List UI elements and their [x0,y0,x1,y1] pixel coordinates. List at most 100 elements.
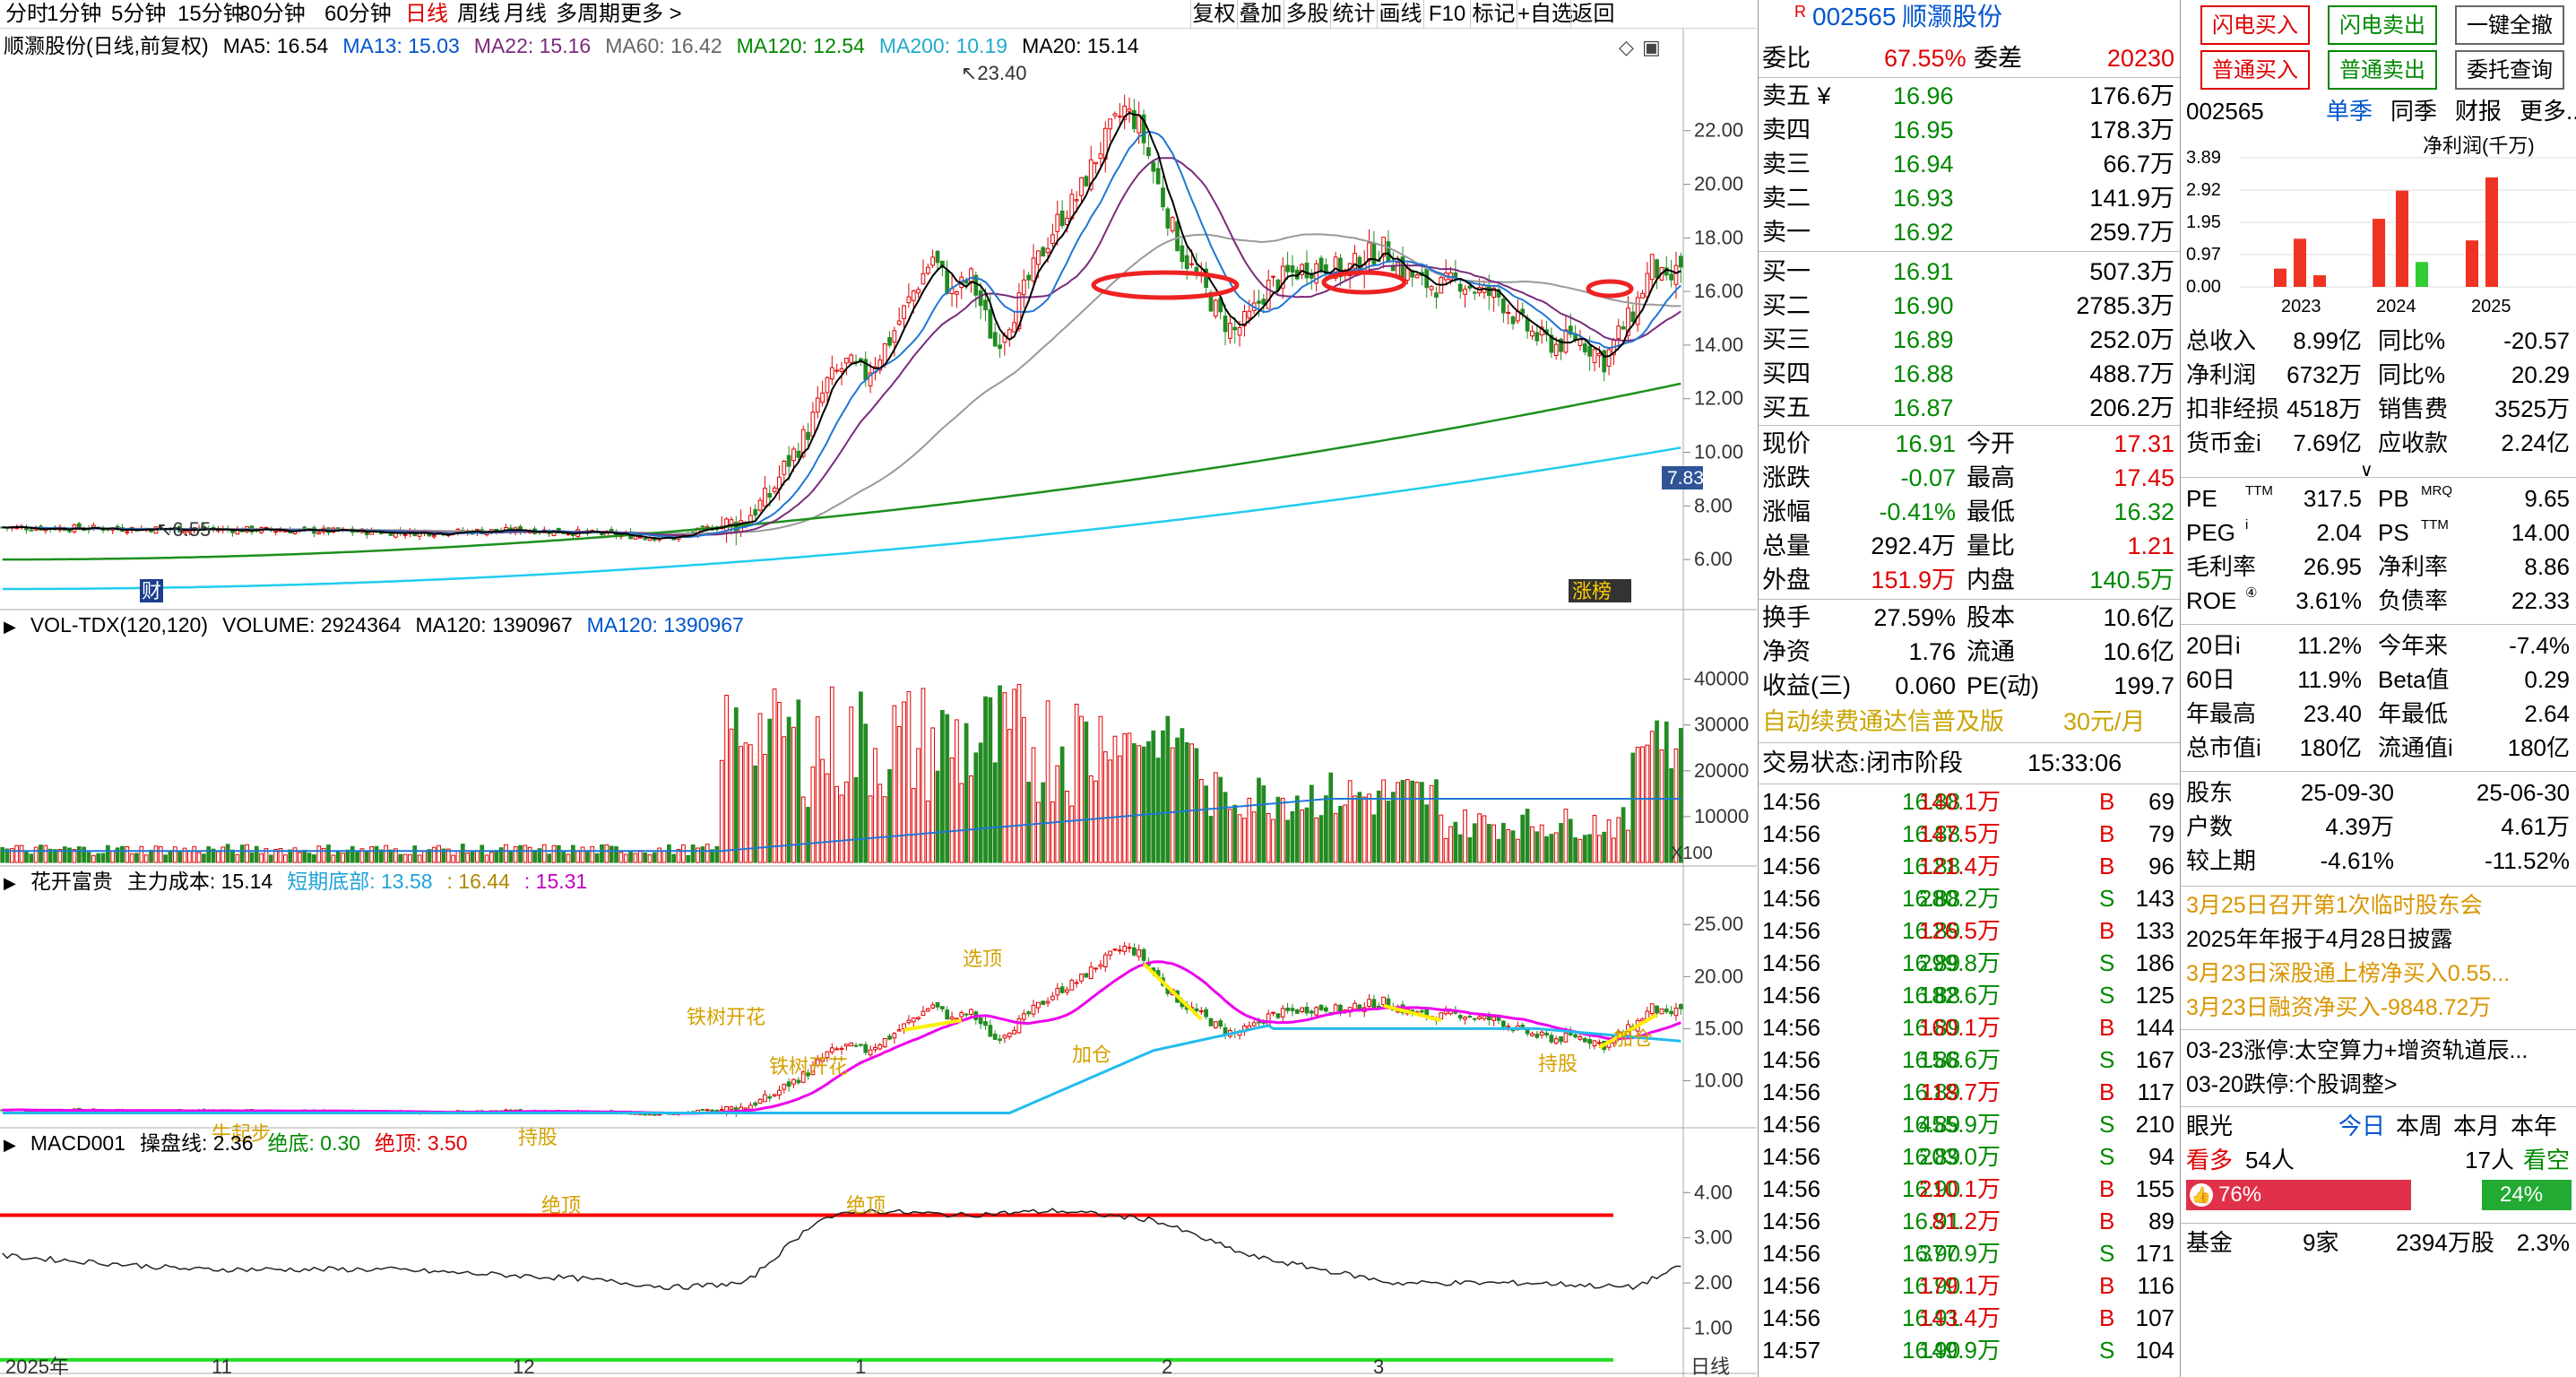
period-3[interactable]: 15分钟 [177,2,245,26]
tick-row: 14:56 16.88 156.6万 S 167 [1762,1046,2174,1073]
tool-button-4[interactable]: 画线 [1377,0,1423,28]
ind-body [825,1051,830,1059]
eye-tab-0[interactable]: 今日 [2338,1113,2386,1139]
period-5[interactable]: 60分钟 [324,2,392,26]
trade-button-5[interactable]: 委托查询 [2455,50,2564,90]
news-link[interactable]: 2025年年报于4月28日披露 [2186,927,2453,952]
indicator-title: ▶ 花开富贵 主力成本: 15.14 短期底部: 13.58: 16.44: 15.3… [4,870,588,893]
ind-body [1463,1017,1467,1020]
news-link[interactable]: 3月25日召开第1次临时股东会 [2186,893,2483,918]
eye-tab-2[interactable]: 本月 [2453,1113,2501,1139]
candle-body [431,534,437,538]
ma200-line [2,446,1681,591]
candle-body [182,531,187,533]
volume-bar [566,853,571,863]
volume-unit: X100 [1671,844,1713,863]
tick-row: 14:56 16.89 160.1万 B 144 [1762,1014,2174,1041]
volume-bar [1161,730,1165,863]
fin-tab-2[interactable]: 财报 [2455,98,2503,125]
news-link[interactable]: 3月23日深股通上榜净买入0.55... [2186,961,2511,986]
eye-tab-3[interactable]: 本年 [2511,1113,2558,1139]
news-link[interactable]: 03-23涨停:太空算力+增资轨道辰... [2186,1038,2528,1063]
candle-body [1534,332,1540,342]
tool-button-0[interactable]: 复权 [1190,0,1237,28]
volume-bar [115,847,120,863]
trade-button-4[interactable]: 普通卖出 [2328,50,2437,90]
tool-button-8[interactable]: 返回 [1570,0,1615,28]
chevron-down-icon[interactable]: ∨ [2360,461,2373,481]
volume-bar [1218,776,1223,863]
volume-bar [739,746,744,863]
fin-tab-3[interactable]: 更多.. [2520,98,2576,125]
period-7[interactable]: 周线 [457,2,500,26]
cai-label: 财 [142,580,161,602]
ind-body [753,1102,758,1106]
ind-body [853,1044,859,1047]
volume-bar [1204,785,1209,863]
volume-bar [547,853,551,863]
period-4[interactable]: 30分钟 [238,2,306,26]
candle-body [1367,242,1371,262]
fin-ratio-row: ROE ④ 3.61% 负债率 22.33 [2186,585,2570,614]
tick-row: 14:56 16.88 121.4万 B 96 [1762,853,2174,879]
indicator-axis-tick: 10.00 [1694,1070,1743,1092]
indicator-axis-tick: 20.00 [1694,965,1743,987]
trade-button-1[interactable]: 闪电卖出 [2328,5,2437,45]
volume-bar [321,847,326,863]
ind-body [1055,987,1060,996]
ind-body [873,1046,877,1051]
period-8[interactable]: 月线 [504,2,547,26]
promo-link[interactable]: 自动续费通达信普及版 30元/月 [1762,708,2146,735]
period-9[interactable]: 多周期 [556,2,620,26]
volume-bar [474,850,480,863]
fin-y-label: 1.95 [2186,212,2221,232]
period-1[interactable]: 1分钟 [47,2,102,26]
volume-bar [1396,782,1401,863]
volume-bar [575,851,581,863]
tool-button-3[interactable]: 统计 [1330,0,1377,28]
volume-bar [1208,816,1214,863]
ind-body [1271,1011,1275,1014]
trade-button-3[interactable]: 普通买入 [2200,50,2310,90]
ind-body [892,1033,897,1039]
tool-button-6[interactable]: 标记 [1470,0,1517,28]
kline-chart-area[interactable]: 22.0020.0018.0016.0014.0012.0010.008.006… [0,29,1757,1377]
ind-body [1582,1038,1587,1043]
fin-tab-1[interactable]: 同季 [2390,98,2438,125]
period-10[interactable]: 更多 > [620,2,682,26]
candle-body [1098,153,1103,160]
fin-tab-0[interactable]: 单季 [2326,98,2373,125]
tool-button-7[interactable]: +自选 [1517,0,1574,28]
eye-tab-1[interactable]: 本周 [2396,1113,2443,1139]
volume-bar [398,853,403,863]
tool-button-5[interactable]: F10 [1423,0,1470,28]
low-price-label: ↖6.55 [156,518,211,541]
stat2-row: 净资 1.76 流通 10.6亿 [1762,638,2174,665]
price-axis-tick: 20.00 [1694,173,1743,195]
volume-bar [896,725,902,863]
volume-bar [939,709,945,863]
volume-bar [1496,838,1501,863]
stat-row: 总量 292.4万 量比 1.21 [1762,533,2174,559]
news-link[interactable]: 3月23日融资净买入-9848.72万 [2186,995,2492,1020]
volume-bar [1673,749,1679,863]
tool-button-1[interactable]: 叠加 [1237,0,1284,28]
tick-row: 14:56 16.88 147.5万 B 79 [1762,820,2174,847]
ind-body [729,1106,734,1110]
candle-body [1257,300,1261,304]
news-link[interactable]: 03-20跌停:个股调整> [2186,1072,2398,1097]
period-0[interactable]: 分时 [5,2,48,26]
candle-body [829,367,834,380]
trade-button-0[interactable]: 闪电买入 [2200,5,2310,45]
volume-bar [1065,790,1069,863]
volume-bar [628,850,633,863]
candle-body [1180,245,1185,263]
trade-button-2[interactable]: 一键全撤 [2455,5,2564,45]
candle-body [1353,253,1357,269]
volume-bar [614,845,618,863]
period-2[interactable]: 5分钟 [111,2,167,26]
period-6[interactable]: 日线 [405,2,448,26]
volume-bar [235,853,240,863]
volume-bar [949,757,955,863]
tool-button-2[interactable]: 多股 [1284,0,1330,28]
